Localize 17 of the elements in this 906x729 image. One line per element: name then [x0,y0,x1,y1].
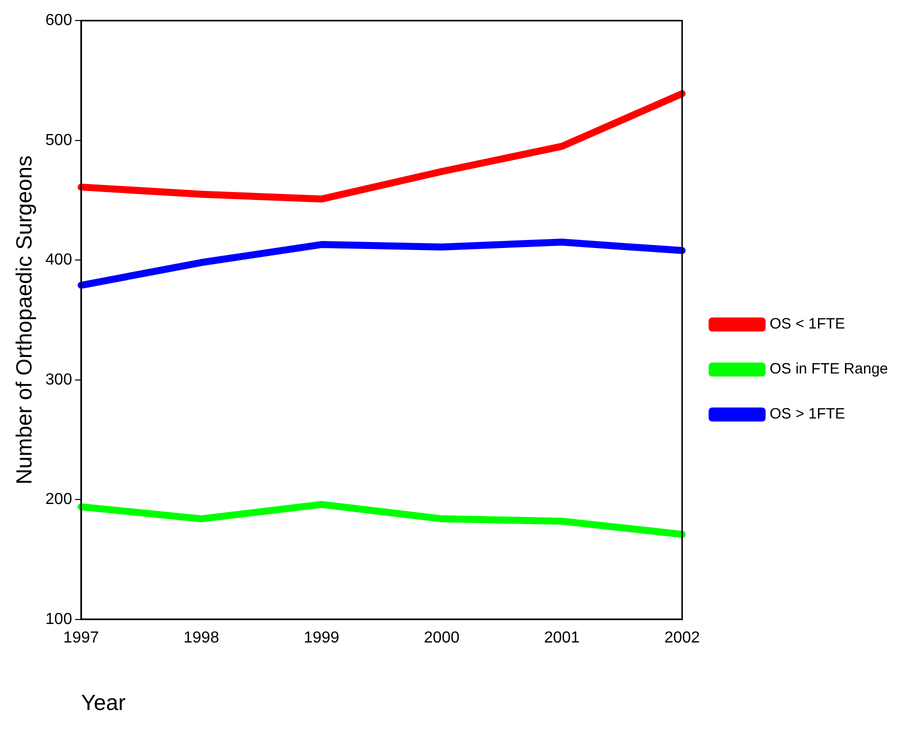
y-axis-title: Number of Orthopaedic Surgeons [11,156,36,484]
y-tick-label: 400 [45,252,72,269]
x-tick-label: 2002 [664,629,700,646]
y-tick-label: 200 [45,491,72,508]
y-tick-label: 100 [45,610,72,628]
legend-label: OS in FTE Range [770,360,888,378]
x-tick-label: 1998 [184,629,220,646]
legend-label: OS < 1FTE [770,316,846,333]
y-tick-label: 600 [45,12,72,30]
x-axis-title: Year [81,690,126,715]
y-tick-label: 500 [45,132,72,149]
x-tick-label: 2001 [544,629,580,646]
x-tick-label: 1997 [63,629,99,646]
y-tick-label: 300 [45,371,72,388]
legend-label: OS > 1FTE [770,406,846,423]
x-tick-label: 2000 [424,629,460,646]
x-tick-label: 1999 [304,629,340,646]
